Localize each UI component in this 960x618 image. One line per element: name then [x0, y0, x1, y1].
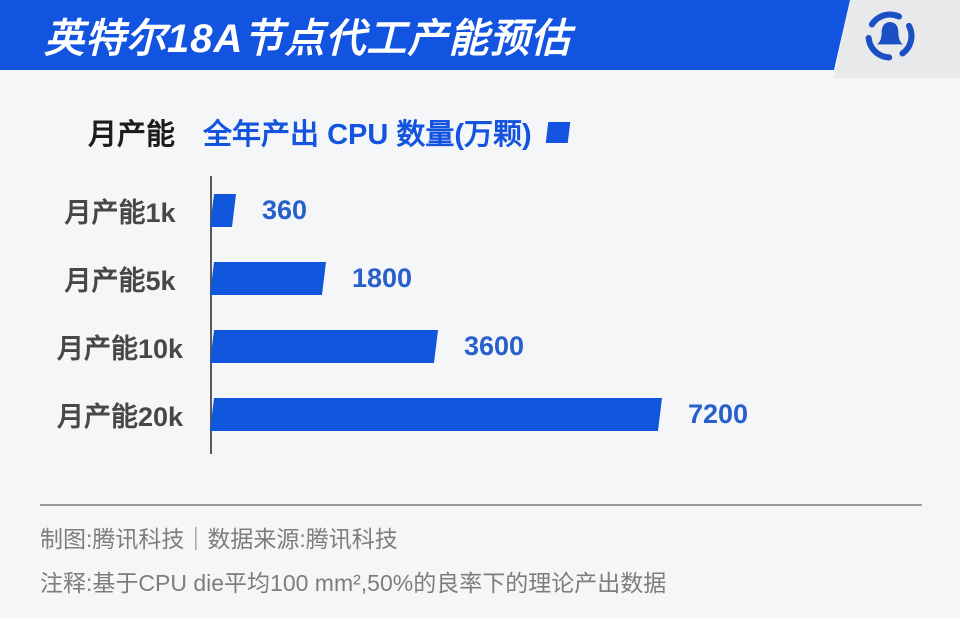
header: 英特尔18A节点代工产能预估: [0, 0, 960, 80]
category-label: 月产能5k: [64, 265, 176, 296]
note-line: 注释:基于CPU die平均100 mm²,50%的良率下的理论产出数据: [40, 570, 667, 596]
category-label: 月产能1k: [64, 197, 176, 228]
footer-divider: [40, 504, 922, 506]
bar-row: 月产能5k 1800: [32, 244, 932, 312]
bar: [209, 397, 663, 431]
legend-series-label: 全年产出 CPU 数量(万颗): [203, 119, 532, 151]
bar: [209, 261, 327, 295]
chart-rows: 月产能1k 360 月产能5k 1800 月产能10k 3600 月产能20k …: [32, 176, 932, 448]
bar-row: 月产能20k 7200: [32, 380, 932, 448]
bar-area: 360: [208, 193, 308, 227]
bar-row: 月产能1k 360: [32, 176, 932, 244]
tencent-tech-penguin-logo-icon: [862, 8, 918, 64]
bar-area: 7200: [208, 397, 749, 431]
bar-chart: 月产能1k 360 月产能5k 1800 月产能10k 3600 月产能20k …: [32, 176, 932, 454]
credit-line: 制图:腾讯科技｜数据来源:腾讯科技: [40, 526, 398, 552]
legend-swatch: [545, 121, 570, 143]
value-label: 7200: [688, 398, 749, 429]
bar: [209, 193, 237, 227]
bar-area: 1800: [208, 261, 413, 295]
value-label: 1800: [352, 262, 413, 293]
category-label: 月产能10k: [56, 333, 184, 364]
header-banner: 英特尔18A节点代工产能预估: [0, 0, 850, 70]
bar-row: 月产能10k 3600: [32, 312, 932, 380]
category-axis-line: [210, 176, 212, 454]
legend: 月产能 全年产出 CPU 数量(万颗): [88, 112, 960, 152]
page-title: 英特尔18A节点代工产能预估: [44, 17, 572, 61]
value-label: 360: [262, 194, 308, 225]
value-label: 3600: [464, 330, 525, 361]
bar-area: 3600: [208, 329, 525, 363]
legend-category-label: 月产能: [88, 119, 176, 151]
bar: [209, 329, 439, 363]
category-label: 月产能20k: [56, 401, 184, 432]
